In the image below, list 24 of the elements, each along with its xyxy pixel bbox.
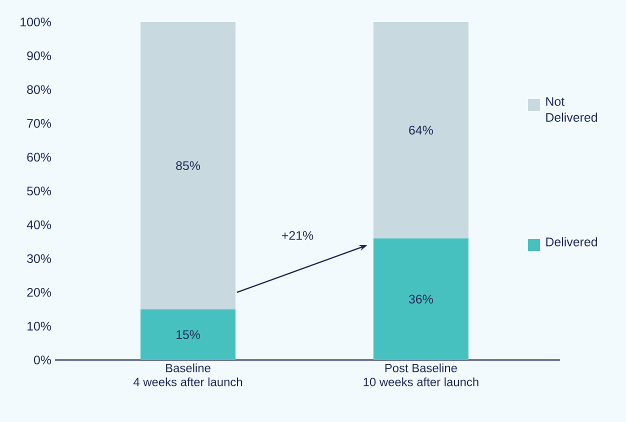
y-tick-label: 70%	[27, 118, 52, 128]
y-tick-label: 0%	[34, 356, 52, 364]
y-tick-label: 40%	[26, 220, 52, 230]
data-label: 15%	[176, 330, 200, 340]
data-label: 36%	[408, 294, 433, 304]
y-tick-label: 100%	[20, 18, 52, 26]
y-tick-label: 50%	[27, 186, 52, 196]
y-tick-label: 30%	[27, 254, 52, 264]
bar	[140, 22, 236, 310]
y-tick-label: 60%	[27, 152, 52, 162]
bar	[373, 22, 468, 238]
y-tick-label: 10%	[28, 322, 52, 331]
bar	[373, 238, 468, 360]
bar	[140, 309, 236, 360]
y-tick-label: 90%	[27, 51, 52, 60]
x-tick-label: Post Baseline 10 weeks after launch	[364, 364, 478, 386]
y-tick-label: 80%	[27, 85, 52, 94]
data-label: 64%	[409, 126, 433, 135]
y-tick-label: 20%	[27, 288, 52, 297]
legend-label: Not Delivered	[546, 97, 597, 122]
data-label: 85%	[176, 161, 200, 170]
x-tick-label: Baseline 4 weeks after launch	[133, 364, 242, 386]
annotation: +21%	[282, 231, 314, 240]
legend-label: Delivered	[546, 237, 597, 246]
